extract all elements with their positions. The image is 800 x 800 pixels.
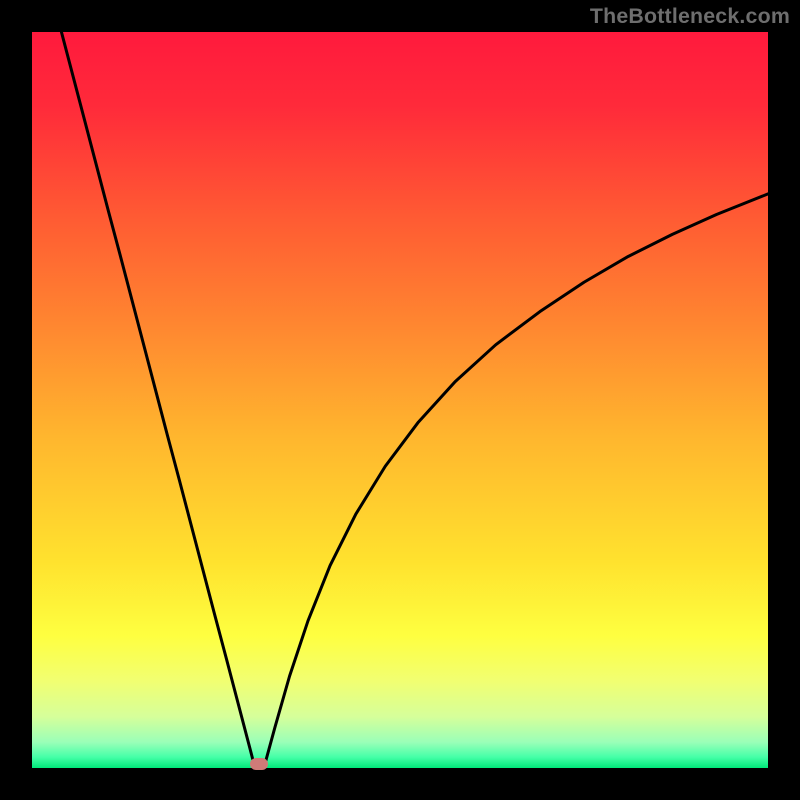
bottleneck-curve [32, 32, 768, 768]
chart-frame: TheBottleneck.com [0, 0, 800, 800]
optimal-point-marker [250, 758, 268, 770]
plot-area [32, 32, 768, 768]
watermark-text: TheBottleneck.com [590, 4, 790, 29]
